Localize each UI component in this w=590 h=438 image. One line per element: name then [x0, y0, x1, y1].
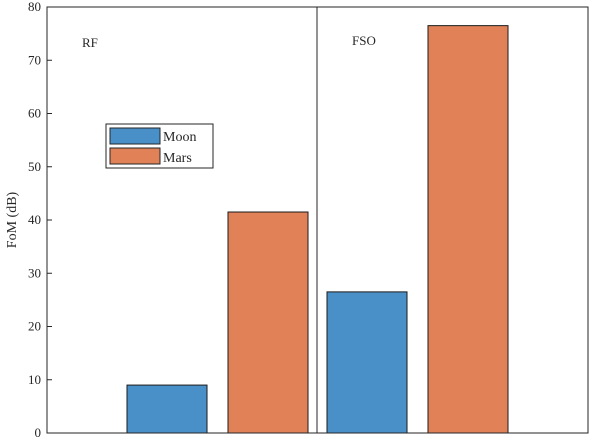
y-tick-label: 50	[28, 159, 41, 174]
legend-swatch-mars	[109, 147, 161, 165]
bar-mars-fso	[427, 25, 509, 434]
y-tick-label: 0	[35, 425, 42, 438]
y-tick-label: 40	[28, 212, 41, 227]
y-tick-label: 30	[28, 265, 41, 280]
y-axis-label: FoM (dB)	[5, 191, 20, 248]
legend: Moon Mars	[105, 123, 214, 169]
y-tick-label: 80	[28, 0, 41, 14]
y-tick-label: 60	[28, 106, 41, 121]
bars	[126, 25, 509, 434]
y-tick-label: 10	[28, 372, 41, 387]
bar-moon-fso	[326, 291, 408, 434]
bar-moon-rf	[126, 384, 208, 434]
legend-label-moon: Moon	[163, 130, 196, 145]
bar-mars-rf	[227, 211, 309, 434]
y-tick-label: 70	[28, 52, 41, 67]
group-label-fso: FSO	[352, 33, 376, 48]
legend-swatch-moon	[109, 127, 161, 145]
legend-label-mars: Mars	[163, 151, 192, 166]
y-ticks: 0 10 20 30 40 50 60 70 80	[28, 0, 52, 438]
group-label-rf: RF	[82, 35, 98, 50]
y-tick-label: 20	[28, 319, 41, 334]
